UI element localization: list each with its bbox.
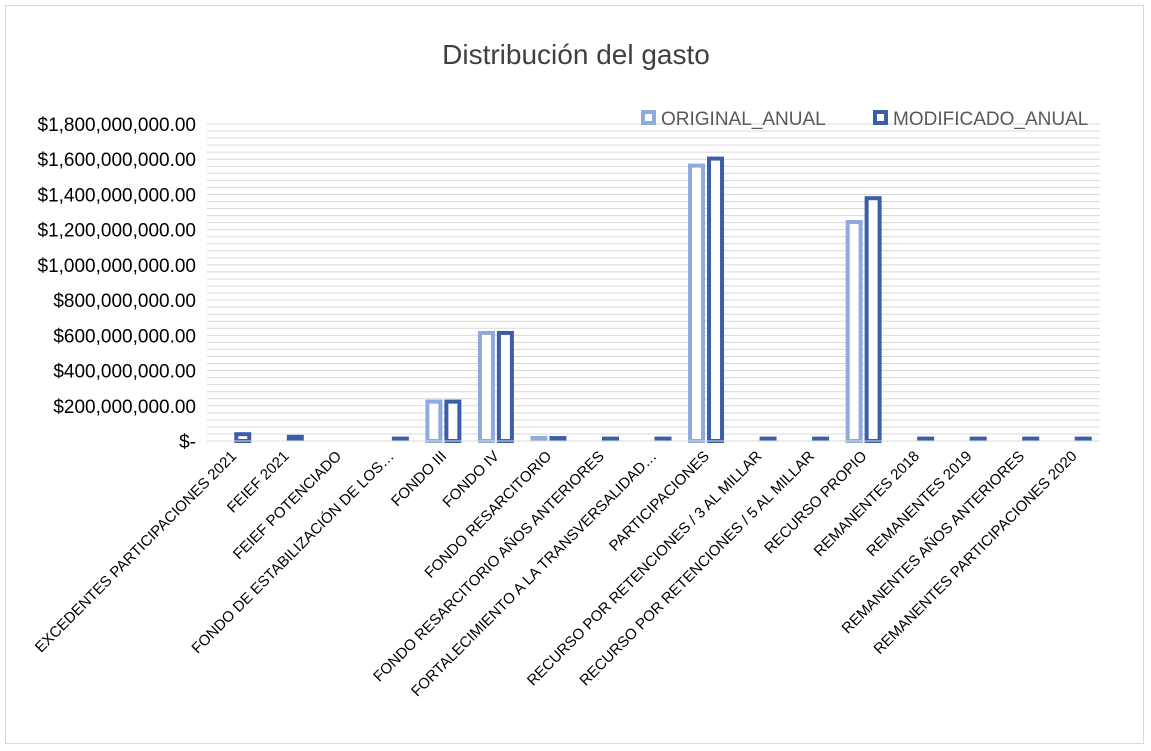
bar (917, 436, 935, 441)
bar (864, 196, 882, 443)
y-tick-label: $1,400,000,000.00 (38, 185, 197, 206)
bar (425, 399, 443, 444)
bar (759, 436, 777, 441)
x-category-label: PARTICIPACIONES (606, 448, 713, 555)
bar (391, 436, 409, 441)
bar (234, 432, 252, 444)
bar (601, 436, 619, 441)
y-tick-label: $1,600,000,000.00 (38, 150, 197, 171)
y-tick-label: $600,000,000.00 (53, 326, 196, 347)
x-category-label: FORTALECIMIENTO A LA TRANSVERSALIDAD… (408, 448, 660, 700)
bar (688, 163, 706, 443)
bar (654, 436, 672, 441)
legend-swatch (641, 110, 656, 125)
bar (1074, 436, 1092, 441)
y-tick-label: $800,000,000.00 (53, 291, 196, 312)
x-category-label: REMANENTES AÑOS ANTERIORES (839, 448, 1028, 637)
y-tick-label: $1,000,000,000.00 (38, 256, 197, 277)
chart-title: Distribución del gasto (442, 39, 710, 70)
y-axis-tick-labels: $- $200,000,000.00 $400,000,000.00 $600,000… (38, 115, 197, 453)
y-tick-label: $1,200,000,000.00 (38, 221, 197, 242)
bar (549, 436, 567, 441)
x-category-label: RECURSO PROPIO (761, 448, 870, 557)
bar (707, 156, 725, 443)
legend-label: ORIGINAL_ANUAL (661, 109, 826, 130)
y-tick-label: $200,000,000.00 (53, 397, 196, 418)
bar (286, 434, 304, 441)
bar (496, 330, 514, 443)
y-tick-label: $1,800,000,000.00 (38, 115, 197, 136)
bar (812, 436, 830, 441)
bar (477, 330, 495, 443)
legend-label: MODIFICADO_ANUAL (893, 109, 1088, 130)
legend-swatch (873, 110, 888, 125)
y-tick-label: $- (179, 432, 196, 453)
bar (1022, 436, 1040, 441)
legend: ORIGINAL_ANUAL MODIFICADO_ANUAL (641, 109, 1088, 130)
bar (969, 436, 987, 441)
bar (530, 436, 548, 441)
bars (234, 156, 1092, 444)
bar (845, 219, 863, 443)
chart-frame (5, 5, 1144, 744)
bar (444, 399, 462, 444)
gridlines (207, 123, 1100, 435)
y-tick-label: $400,000,000.00 (53, 362, 196, 383)
